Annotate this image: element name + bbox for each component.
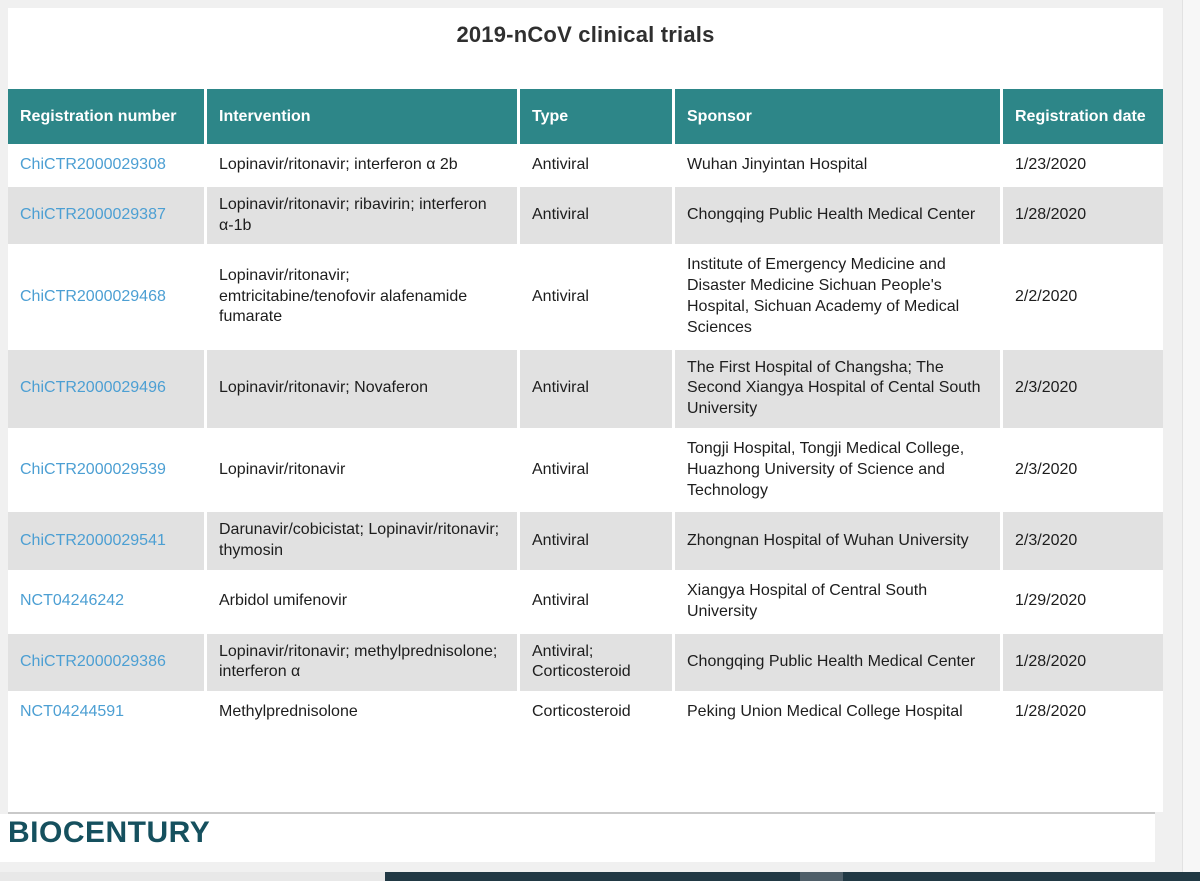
- content-card: 2019-nCoV clinical trials Registration n…: [8, 8, 1163, 812]
- clinical-trials-table: Registration number Intervention Type Spons…: [8, 86, 1163, 734]
- registration-link[interactable]: ChiCTR2000029468: [20, 287, 166, 305]
- sponsor-cell: Peking Union Medical College Hospital: [675, 694, 1000, 731]
- sponsor-cell: Wuhan Jinyintan Hospital: [675, 147, 1000, 184]
- table-row: NCT04246242 Arbidol umifenovir Antiviral Xi…: [8, 572, 1163, 631]
- column-header-4: Registration date: [1003, 89, 1163, 144]
- registration-link[interactable]: ChiCTR2000029539: [20, 460, 166, 478]
- registration-date-cell: 1/28/2020: [1003, 633, 1163, 692]
- registration-link[interactable]: NCT04246242: [20, 592, 125, 610]
- intervention-cell: Lopinavir/ritonavir; Novaferon: [207, 349, 517, 428]
- sponsor-cell: Xiangya Hospital of Central South Univer…: [675, 572, 1000, 631]
- registration-link[interactable]: ChiCTR2000029308: [20, 156, 166, 173]
- type-cell: Antiviral: [520, 430, 672, 510]
- footer-band: BIOCENTURY: [0, 814, 1155, 862]
- registration-link[interactable]: ChiCTR2000029386: [20, 652, 166, 670]
- registration-date-cell: 2/2/2020: [1003, 247, 1163, 347]
- registration-number-cell: ChiCTR2000029541: [8, 512, 204, 570]
- type-cell: Corticosteroid: [520, 694, 672, 731]
- footer-divider: [8, 812, 1155, 814]
- sponsor-cell: Chongqing Public Health Medical Center: [675, 186, 1000, 245]
- table-row: ChiCTR2000029308 Lopinavir/ritonavir; int…: [8, 147, 1163, 184]
- type-cell: Antiviral: [520, 247, 672, 347]
- registration-number-cell: ChiCTR2000029539: [8, 430, 204, 510]
- intervention-cell: Lopinavir/ritonavir; interferon α 2b: [207, 147, 517, 184]
- registration-date-cell: 2/3/2020: [1003, 349, 1163, 428]
- horizontal-scrollbar-thumb[interactable]: [800, 872, 843, 881]
- sponsor-cell: Chongqing Public Health Medical Center: [675, 633, 1000, 692]
- table-row: ChiCTR2000029387 Lopinavir/ritonavir; rib…: [8, 186, 1163, 245]
- registration-date-cell: 2/3/2020: [1003, 430, 1163, 510]
- registration-link[interactable]: ChiCTR2000029387: [20, 206, 166, 224]
- intervention-cell: Lopinavir/ritonavir; emtricitabine/tenof…: [207, 247, 517, 347]
- intervention-cell: Lopinavir/ritonavir; ribavirin; interfer…: [207, 186, 517, 245]
- registration-number-cell: ChiCTR2000029387: [8, 186, 204, 245]
- registration-link[interactable]: ChiCTR2000029541: [20, 531, 166, 549]
- bottom-scrollbar-area: [0, 872, 1200, 881]
- column-header-2: Type: [520, 89, 672, 144]
- table-row: ChiCTR2000029539 Lopinavir/ritonavir Antiv…: [8, 430, 1163, 510]
- column-header-3: Sponsor: [675, 89, 1000, 144]
- intervention-cell: Darunavir/cobicistat; Lopinavir/ritonavi…: [207, 512, 517, 570]
- registration-link[interactable]: NCT04244591: [20, 703, 125, 721]
- table-row: ChiCTR2000029386 Lopinavir/ritonavir; met…: [8, 633, 1163, 692]
- sponsor-cell: Zhongnan Hospital of Wuhan University: [675, 512, 1000, 570]
- column-header-0: Registration number: [8, 89, 204, 144]
- table-row: ChiCTR2000029496 Lopinavir/ritonavir; Nov…: [8, 349, 1163, 428]
- horizontal-scrollbar-track[interactable]: [385, 872, 1200, 881]
- vertical-scrollbar-track[interactable]: [1182, 0, 1200, 872]
- table-row: NCT04244591 Methylprednisolone Corticoster…: [8, 694, 1163, 731]
- column-header-1: Intervention: [207, 89, 517, 144]
- sponsor-cell: Institute of Emergency Medicine and Disa…: [675, 247, 1000, 347]
- registration-link[interactable]: ChiCTR2000029496: [20, 379, 166, 397]
- type-cell: Antiviral; Corticosteroid: [520, 633, 672, 692]
- registration-date-cell: 1/28/2020: [1003, 186, 1163, 245]
- registration-number-cell: NCT04246242: [8, 572, 204, 631]
- intervention-cell: Arbidol umifenovir: [207, 572, 517, 631]
- intervention-cell: Lopinavir/ritonavir: [207, 430, 517, 510]
- sponsor-cell: The First Hospital of Changsha; The Seco…: [675, 349, 1000, 428]
- type-cell: Antiviral: [520, 512, 672, 570]
- intervention-cell: Lopinavir/ritonavir; methylprednisolone;…: [207, 633, 517, 692]
- registration-date-cell: 1/23/2020: [1003, 147, 1163, 184]
- biocentury-logo[interactable]: BIOCENTURY: [8, 816, 211, 849]
- type-cell: Antiviral: [520, 186, 672, 245]
- registration-number-cell: ChiCTR2000029386: [8, 633, 204, 692]
- intervention-cell: Methylprednisolone: [207, 694, 517, 731]
- type-cell: Antiviral: [520, 147, 672, 184]
- registration-date-cell: 1/28/2020: [1003, 694, 1163, 731]
- registration-date-cell: 2/3/2020: [1003, 512, 1163, 570]
- type-cell: Antiviral: [520, 572, 672, 631]
- registration-number-cell: ChiCTR2000029468: [8, 247, 204, 347]
- registration-number-cell: ChiCTR2000029496: [8, 349, 204, 428]
- type-cell: Antiviral: [520, 349, 672, 428]
- registration-date-cell: 1/29/2020: [1003, 572, 1163, 631]
- sponsor-cell: Tongji Hospital, Tongji Medical College,…: [675, 430, 1000, 510]
- table-row: ChiCTR2000029541 Darunavir/cobicistat; Lo…: [8, 512, 1163, 570]
- table-header-row: Registration number Intervention Type Spons…: [8, 89, 1163, 144]
- table-row: ChiCTR2000029468 Lopinavir/ritonavir; emt…: [8, 247, 1163, 347]
- page-title: 2019-nCoV clinical trials: [456, 22, 715, 47]
- registration-number-cell: ChiCTR2000029308: [8, 147, 204, 184]
- registration-number-cell: NCT04244591: [8, 694, 204, 731]
